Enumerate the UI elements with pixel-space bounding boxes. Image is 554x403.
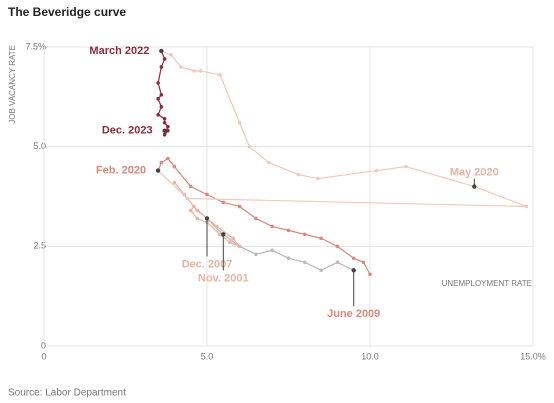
data-point bbox=[188, 184, 193, 189]
chart-title: The Beveridge curve bbox=[8, 5, 126, 19]
y-tick-label: 5.0 bbox=[33, 141, 46, 151]
data-point bbox=[166, 128, 170, 133]
annotation-dot bbox=[155, 168, 161, 173]
data-point bbox=[192, 204, 196, 209]
annotation-label: Nov. 2001 bbox=[198, 272, 249, 284]
data-point bbox=[159, 105, 164, 109]
y-tick-label: 7.5% bbox=[25, 41, 46, 51]
data-point bbox=[218, 232, 222, 237]
data-point bbox=[368, 272, 372, 277]
data-point bbox=[254, 252, 258, 257]
annotation-dot bbox=[204, 216, 210, 221]
data-point bbox=[319, 236, 323, 241]
x-tick-label: 5.0 bbox=[201, 351, 214, 361]
data-point bbox=[159, 160, 164, 165]
data-point bbox=[374, 168, 379, 173]
x-axis-label: UNEMPLOYMENT RATE bbox=[442, 279, 532, 288]
data-point bbox=[303, 232, 307, 237]
y-axis-label: JOB VACANCY RATE bbox=[8, 45, 17, 124]
data-point bbox=[172, 180, 177, 185]
data-point bbox=[296, 172, 301, 177]
data-point bbox=[237, 204, 242, 209]
data-point bbox=[169, 53, 173, 57]
data-point bbox=[221, 200, 226, 205]
data-point bbox=[172, 164, 177, 169]
data-point bbox=[162, 116, 167, 121]
data-point bbox=[195, 208, 200, 213]
annotation-dot bbox=[351, 268, 356, 273]
x-tick-label: 15.0% bbox=[520, 351, 546, 361]
data-point bbox=[335, 244, 340, 249]
data-point bbox=[237, 244, 242, 249]
data-point bbox=[286, 228, 291, 233]
data-point bbox=[270, 248, 275, 253]
data-point bbox=[361, 260, 366, 265]
data-point bbox=[182, 192, 186, 197]
series-line bbox=[206, 217, 354, 271]
series-line bbox=[157, 50, 527, 208]
data-point bbox=[166, 156, 170, 161]
data-point bbox=[162, 120, 167, 125]
annotation-dot bbox=[221, 232, 226, 237]
data-point bbox=[214, 224, 219, 229]
data-point bbox=[335, 260, 340, 265]
annotation-label: June 2009 bbox=[327, 308, 380, 320]
data-point bbox=[185, 196, 190, 201]
data-point bbox=[286, 256, 291, 261]
data-point bbox=[218, 73, 222, 77]
data-point bbox=[156, 97, 160, 101]
data-point bbox=[404, 164, 408, 169]
data-point bbox=[156, 81, 160, 85]
y-tick-label: 0 bbox=[41, 340, 46, 350]
annotation-label: May 2020 bbox=[450, 166, 499, 178]
annotation-dot bbox=[162, 128, 167, 133]
annotation-dot bbox=[472, 184, 477, 189]
data-point bbox=[195, 216, 200, 221]
data-point bbox=[192, 69, 196, 73]
data-point bbox=[159, 65, 164, 69]
data-point bbox=[524, 204, 529, 209]
annotation-label: Dec. 2007 bbox=[182, 258, 233, 270]
data-point bbox=[156, 112, 160, 117]
data-point bbox=[228, 240, 232, 245]
data-point bbox=[316, 176, 320, 181]
x-tick-label: 0 bbox=[41, 351, 46, 361]
data-point bbox=[166, 124, 170, 129]
x-tick-label: 10.0 bbox=[361, 351, 379, 361]
data-point bbox=[188, 208, 193, 213]
data-point bbox=[198, 69, 203, 73]
annotation-label: Dec. 2023 bbox=[102, 125, 153, 137]
y-tick-label: 2.5 bbox=[33, 241, 46, 251]
data-point bbox=[247, 144, 252, 149]
data-point bbox=[162, 132, 167, 137]
data-point bbox=[319, 268, 323, 273]
data-point bbox=[205, 192, 209, 197]
annotation-label: Feb. 2020 bbox=[96, 164, 146, 176]
data-point bbox=[237, 120, 242, 125]
data-point bbox=[159, 93, 164, 97]
data-point bbox=[267, 160, 271, 165]
source: Source: Labor Department bbox=[8, 388, 126, 399]
data-point bbox=[162, 57, 167, 61]
annotation-dot bbox=[159, 48, 164, 54]
data-point bbox=[231, 236, 235, 241]
data-point bbox=[270, 224, 275, 229]
data-point bbox=[254, 216, 258, 221]
data-point bbox=[179, 65, 183, 69]
annotation-label: March 2022 bbox=[89, 45, 149, 57]
data-point bbox=[303, 260, 307, 265]
data-point bbox=[351, 256, 356, 261]
